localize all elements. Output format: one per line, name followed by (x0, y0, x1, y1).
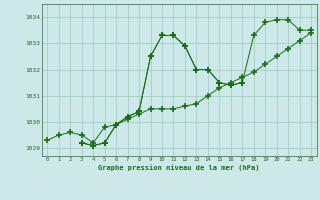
X-axis label: Graphe pression niveau de la mer (hPa): Graphe pression niveau de la mer (hPa) (99, 164, 260, 171)
